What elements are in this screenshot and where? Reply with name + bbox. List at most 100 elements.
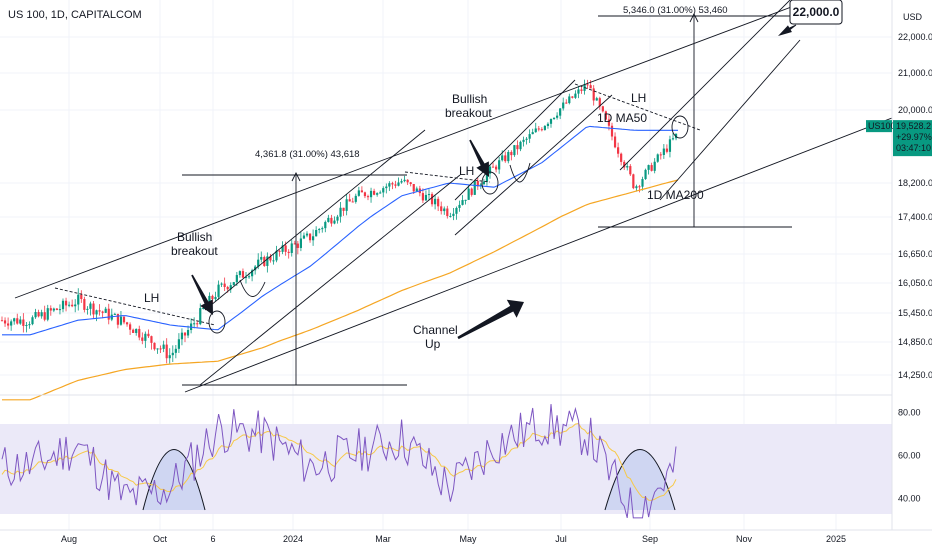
ma50-label: 1D MA50: [597, 111, 647, 125]
cup-arc-2: [509, 162, 531, 183]
candle-body: [202, 307, 205, 309]
inner-channel-2-bottom: [454, 94, 613, 236]
candle-body: [193, 323, 196, 325]
candle-body: [479, 184, 482, 187]
measure-1-arrow: [291, 171, 301, 182]
candle-body: [251, 270, 254, 277]
candle-body: [211, 295, 214, 300]
rsi-tick-label: 80.00: [898, 408, 921, 418]
candle-body: [369, 190, 373, 198]
breakout-circle-2: [481, 171, 499, 195]
candle-body: [238, 271, 241, 276]
price-axis[interactable]: USD 22,000.0 21,000.0 20,000.0 18,200.0 17,40…: [866, 12, 932, 380]
candle-body: [171, 352, 174, 356]
price-tick-label: 16,050.0: [898, 278, 932, 288]
candle-body: [327, 217, 330, 222]
candle-body: [159, 348, 162, 350]
time-axis[interactable]: Aug Oct 6 2024 Mar May Jul Sep Nov 2025: [61, 534, 846, 544]
candle-body: [534, 128, 537, 133]
target-box: [789, 0, 843, 25]
price-tick-label: 16,650.0: [898, 249, 932, 259]
candle-body: [430, 194, 434, 205]
candle-body: [495, 166, 498, 170]
candlesticks[interactable]: [0, 79, 678, 364]
candle-body: [342, 207, 345, 211]
candle-body: [382, 188, 385, 193]
candle-body: [437, 198, 440, 207]
candle-body: [620, 153, 623, 162]
rsi-pane[interactable]: [1, 404, 677, 519]
candle-body: [34, 312, 37, 318]
ma50-line: [2, 125, 678, 336]
candle-body: [458, 204, 461, 208]
candle-body: [244, 276, 248, 278]
candle-body: [397, 182, 400, 186]
last-timer: 03:47:10: [896, 143, 931, 153]
rsi-line: [1, 404, 677, 519]
candle-body: [241, 271, 245, 278]
rsi-band: [0, 424, 892, 514]
candle-body: [16, 318, 19, 324]
candle-body: [641, 179, 644, 187]
channel-bottom-line: [184, 117, 893, 393]
candle-body: [507, 151, 510, 162]
price-tick-label: 15,450.0: [898, 308, 932, 318]
candle-body: [629, 166, 632, 175]
channel-label-a: Channel: [413, 323, 458, 337]
candle-body: [299, 238, 302, 248]
candle-body: [452, 213, 455, 216]
candle-body: [556, 115, 559, 118]
candle-body: [7, 323, 10, 326]
rsi-axis[interactable]: 80.00 60.00 40.00: [898, 408, 921, 504]
candle-body: [214, 296, 217, 300]
candle-body: [376, 193, 379, 195]
candle-body: [549, 119, 553, 124]
candle-body: [391, 183, 394, 185]
candle-body: [312, 236, 315, 241]
candle-body: [491, 166, 495, 168]
candle-body: [443, 208, 446, 212]
time-tick-label: Sep: [642, 534, 658, 544]
candle-body: [403, 179, 406, 182]
candle-body: [388, 183, 391, 187]
ma200-label: 1D MA200: [647, 188, 704, 202]
projection-channel-bottom: [659, 39, 801, 201]
candle-body: [674, 133, 678, 139]
candle-body: [571, 96, 574, 98]
candle-body: [589, 85, 592, 89]
lh-line-3: [574, 83, 701, 131]
candle-body: [501, 155, 504, 161]
inner-channel-1-bottom: [199, 174, 461, 386]
candle-body: [223, 283, 226, 287]
target-arrow: [778, 24, 797, 36]
candle-body: [464, 199, 467, 201]
candle-body: [357, 190, 360, 196]
candle-body: [135, 328, 138, 333]
price-tick-label: 20,000.0: [898, 105, 932, 115]
candle-body: [510, 151, 513, 156]
candle-body: [119, 316, 123, 325]
inner-channel-1-top: [204, 129, 426, 311]
target-circle: [671, 115, 689, 139]
candle-body: [98, 310, 101, 312]
time-tick-label: Jul: [555, 534, 567, 544]
bullish-arrow-1: [191, 274, 213, 315]
candle-body: [144, 333, 147, 341]
channel-up-arrow: [457, 299, 524, 340]
candle-body: [421, 193, 424, 201]
candle-body: [153, 342, 156, 350]
candle-body: [80, 294, 83, 300]
candle-body: [522, 139, 525, 142]
time-tick-label: Oct: [153, 534, 168, 544]
time-tick-label: Nov: [736, 534, 753, 544]
candle-body: [58, 309, 62, 311]
candle-body: [476, 181, 479, 187]
candle-body: [446, 208, 449, 217]
measure-1-label: 4,361.8 (31.00%) 43,618: [255, 149, 360, 160]
candle-body: [574, 93, 577, 98]
candle-body: [461, 200, 464, 205]
candle-body: [409, 182, 412, 185]
candle-body: [104, 308, 107, 313]
candle-body: [449, 215, 452, 217]
